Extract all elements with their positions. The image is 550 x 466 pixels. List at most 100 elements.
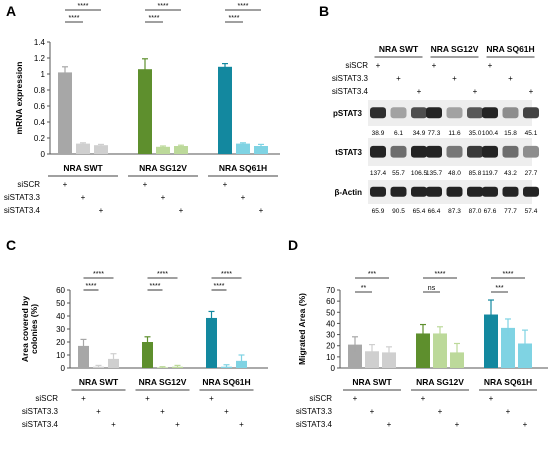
blot-band <box>390 145 407 158</box>
y-tick-label: 10 <box>56 351 65 360</box>
blot-band <box>370 186 386 197</box>
blot-band <box>482 107 498 119</box>
y-tick-label: 1.2 <box>34 54 46 63</box>
blot-quant-value: 77.7 <box>504 208 517 215</box>
group-label: NRA SWT <box>79 377 119 387</box>
blot-band <box>426 145 442 158</box>
plus-marker: + <box>387 420 392 429</box>
plus-marker: + <box>239 420 244 429</box>
bar <box>58 72 72 154</box>
treatment-row-label: siSCR <box>35 394 58 403</box>
bar <box>94 145 108 154</box>
significance-label: **** <box>503 271 514 278</box>
blot-row-label: β-Actin <box>334 188 362 197</box>
treatment-row-label: siSCR <box>17 180 40 189</box>
blot-band <box>411 107 427 119</box>
blot-band <box>446 186 463 197</box>
y-tick-label: 0 <box>41 150 46 159</box>
significance-label: **** <box>86 283 97 290</box>
y-tick-label: 60 <box>326 297 335 306</box>
blot-band <box>390 186 407 197</box>
significance-label: *** <box>495 285 503 292</box>
blot-band <box>467 186 483 197</box>
blot-band <box>502 107 519 119</box>
significance-label: **** <box>435 271 446 278</box>
blot-quant-value: 137.4 <box>370 170 387 177</box>
significance-label: **** <box>157 271 168 278</box>
plus-marker: + <box>506 407 511 416</box>
blot-band <box>467 107 483 119</box>
bar <box>76 143 90 154</box>
significance-label: **** <box>214 283 225 290</box>
blot-quant-value: 11.6 <box>448 130 461 137</box>
y-axis-label: Migrated Area (%) <box>297 293 307 365</box>
plus-marker: + <box>223 180 228 189</box>
panel-letter-b: B <box>319 3 329 19</box>
treatment-row-label: siSTAT3.4 <box>22 420 59 429</box>
y-tick-label: 1.4 <box>34 38 46 47</box>
blot-group-label: NRA SWT <box>379 44 419 54</box>
blot-quant-value: 38.9 <box>372 130 385 137</box>
significance-label: **** <box>158 3 169 10</box>
blot-quant-value: 27.7 <box>525 170 538 177</box>
blot-quant-value: 6.1 <box>394 130 403 137</box>
panel-letter-a: A <box>6 3 16 19</box>
blot-plus-marker: + <box>508 74 513 83</box>
blot-group-label: NRA SQ61H <box>486 44 534 54</box>
group-label: NRA SWT <box>352 377 392 387</box>
significance-label: *** <box>368 271 376 278</box>
blot-treatment-label: siSTAT3.4 <box>332 87 369 96</box>
blot-quant-value: 15.8 <box>504 130 517 137</box>
blot-plus-marker: + <box>473 87 478 96</box>
blot-band <box>523 186 539 197</box>
blot-band <box>502 186 519 197</box>
bar <box>501 327 515 368</box>
blot-treatment-label: siSCR <box>345 61 368 70</box>
blot-group-label: NRA SG12V <box>431 44 479 54</box>
plus-marker: + <box>81 193 86 202</box>
bar <box>365 351 379 368</box>
blot-quant-value: 57.4 <box>525 208 538 215</box>
blot-quant-value: 67.6 <box>484 208 497 215</box>
blot-band <box>467 145 483 158</box>
blot-quant-value: 106.5 <box>411 170 428 177</box>
blot-plus-marker: + <box>432 61 437 70</box>
group-label: NRA SQ61H <box>484 377 532 387</box>
blot-band <box>426 107 442 119</box>
y-tick-label: 0 <box>61 364 66 373</box>
blot-quant-value: 43.2 <box>504 170 517 177</box>
significance-label: **** <box>150 283 161 290</box>
blot-quant-value: 34.9 <box>413 130 426 137</box>
blot-band <box>411 145 427 158</box>
chart-a-mrna-expression: 0 0.2 0.4 0.6 0.8 1 1.2 1.4 mRNA expression **** *… <box>4 3 280 215</box>
bar <box>416 333 430 368</box>
bar <box>236 143 250 154</box>
plus-marker: + <box>455 420 460 429</box>
treatment-row-label: siSCR <box>309 394 332 403</box>
plus-marker: + <box>209 394 214 403</box>
significance-label: **** <box>149 15 160 22</box>
plus-marker: + <box>370 407 375 416</box>
y-tick-label: 30 <box>56 325 65 334</box>
y-tick-label: 10 <box>326 353 335 362</box>
plus-marker: + <box>259 206 264 215</box>
plus-marker: + <box>241 193 246 202</box>
significance-label: **** <box>229 15 240 22</box>
blot-quant-value: 90.5 <box>392 208 405 215</box>
blot-plus-marker: + <box>488 61 493 70</box>
significance-label: ns <box>428 285 436 292</box>
significance-label: **** <box>238 3 249 10</box>
y-tick-label: 50 <box>326 308 335 317</box>
plus-marker: + <box>63 180 68 189</box>
blot-plus-marker: + <box>376 61 381 70</box>
y-tick-label: 0.6 <box>34 102 46 111</box>
bar <box>254 146 268 154</box>
plus-marker: + <box>99 206 104 215</box>
blot-treatment-label: siSTAT3.3 <box>332 74 369 83</box>
treatment-row-label: siSTAT3.4 <box>296 420 333 429</box>
y-tick-label: 0.2 <box>34 134 46 143</box>
blot-quant-value: 45.1 <box>525 130 538 137</box>
blot-quant-value: 87.3 <box>448 208 461 215</box>
y-tick-label: 20 <box>326 342 335 351</box>
